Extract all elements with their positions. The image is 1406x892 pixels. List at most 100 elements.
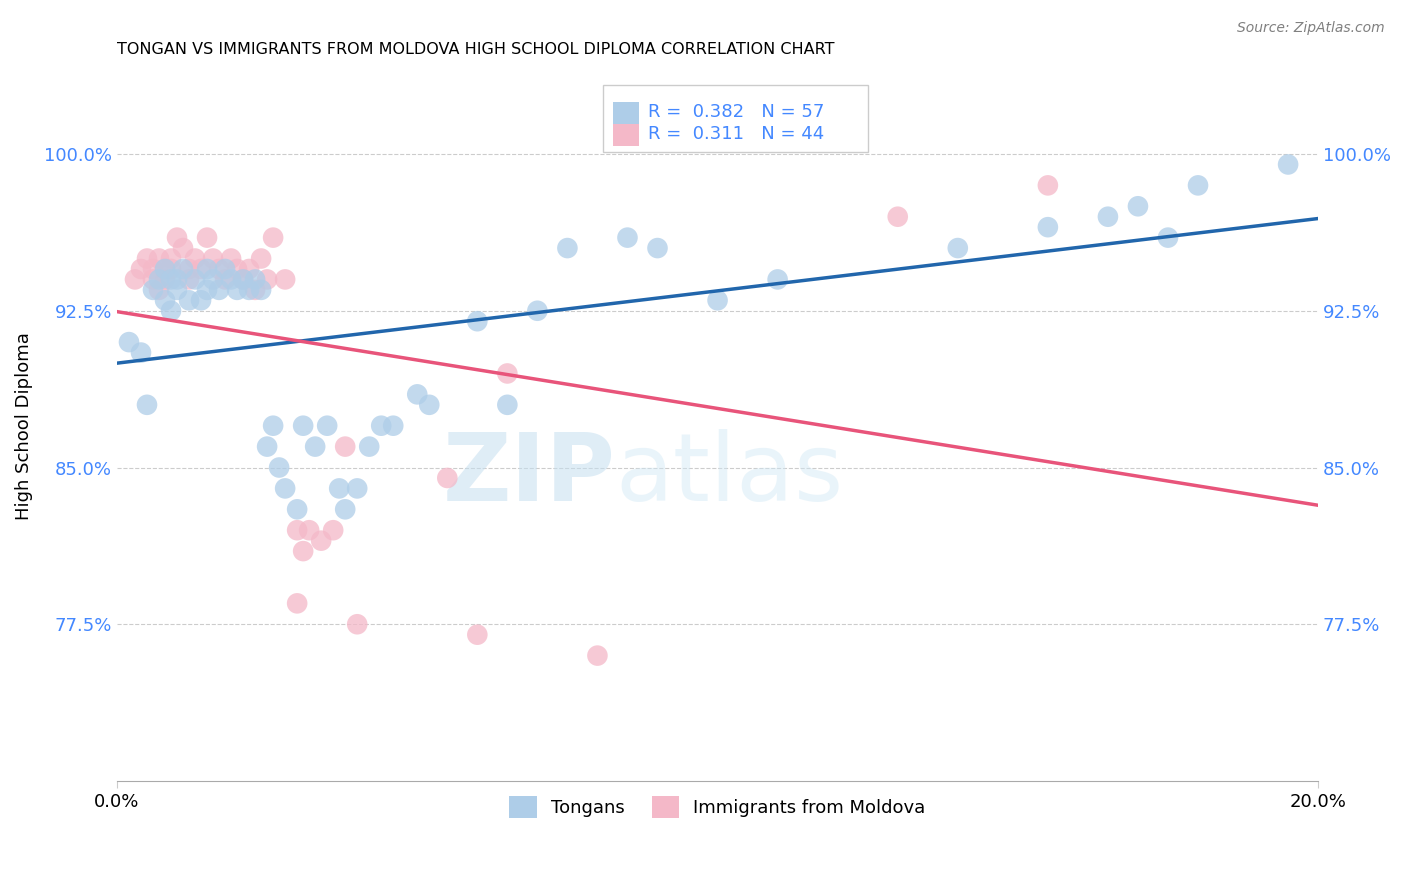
Point (129, 262, 152, 277)
Point (118, 335, 141, 350)
Point (946, 241, 969, 255)
Point (243, 283, 266, 297)
Point (269, 460, 291, 475)
Point (232, 272, 254, 286)
Point (382, 418, 405, 433)
Point (316, 418, 339, 433)
Point (418, 398, 440, 412)
Point (406, 387, 429, 401)
Point (153, 293, 176, 308)
Point (195, 283, 218, 297)
Point (1126, 199, 1149, 213)
Point (166, 230, 188, 244)
Point (304, 440, 326, 454)
Y-axis label: High School Diploma: High School Diploma (15, 332, 32, 520)
Point (219, 252, 242, 266)
Point (292, 418, 315, 433)
Point (346, 617, 368, 632)
Point (136, 398, 159, 412)
Point (190, 262, 212, 277)
Point (886, 210, 908, 224)
Point (238, 283, 260, 297)
Point (328, 482, 350, 496)
Point (172, 241, 194, 255)
Point (262, 418, 284, 433)
Point (160, 303, 183, 318)
Point (166, 272, 188, 286)
Point (172, 262, 194, 277)
Point (557, 241, 579, 255)
Point (322, 523, 344, 537)
Point (274, 482, 297, 496)
Text: R =  0.382   N = 57: R = 0.382 N = 57 (648, 103, 824, 121)
Point (309, 533, 332, 548)
Point (195, 230, 218, 244)
Point (160, 272, 183, 286)
Point (335, 440, 357, 454)
Point (219, 272, 242, 286)
Bar (613, 123, 640, 146)
Point (436, 471, 458, 485)
Point (766, 272, 789, 286)
Point (706, 293, 728, 308)
Point (226, 262, 249, 277)
Point (285, 523, 308, 537)
Point (647, 241, 669, 255)
Point (153, 262, 176, 277)
Point (153, 262, 176, 277)
Point (526, 303, 548, 318)
Point (586, 648, 609, 663)
Text: atlas: atlas (616, 429, 844, 522)
Point (250, 283, 273, 297)
Text: Source: ZipAtlas.com: Source: ZipAtlas.com (1237, 21, 1385, 35)
Point (202, 252, 225, 266)
Point (359, 440, 381, 454)
Point (166, 283, 188, 297)
Point (148, 272, 170, 286)
Text: ZIP: ZIP (443, 429, 616, 522)
Point (142, 283, 165, 297)
Point (465, 314, 488, 328)
Point (292, 544, 315, 558)
Point (256, 272, 278, 286)
Point (226, 283, 249, 297)
Point (148, 252, 170, 266)
Point (496, 398, 519, 412)
Point (177, 262, 200, 277)
Point (153, 272, 176, 286)
Point (262, 230, 284, 244)
Point (496, 367, 519, 381)
Point (160, 252, 183, 266)
Point (202, 272, 225, 286)
Point (346, 482, 368, 496)
Point (142, 272, 165, 286)
Point (129, 345, 152, 359)
Point (160, 262, 183, 277)
Point (465, 628, 488, 642)
Point (616, 230, 638, 244)
Legend: Tongans, Immigrants from Moldova: Tongans, Immigrants from Moldova (502, 789, 932, 825)
Point (214, 272, 236, 286)
Point (256, 440, 278, 454)
Point (335, 502, 357, 516)
Point (238, 262, 260, 277)
Point (298, 523, 321, 537)
Point (208, 283, 231, 297)
Point (1187, 178, 1209, 193)
Bar (603, 85, 868, 153)
Point (177, 293, 200, 308)
Point (232, 272, 254, 286)
Point (274, 272, 297, 286)
Point (184, 252, 207, 266)
Point (190, 293, 212, 308)
Point (136, 252, 159, 266)
Point (285, 596, 308, 610)
Point (184, 272, 207, 286)
Point (370, 418, 392, 433)
Point (1157, 230, 1180, 244)
Point (195, 262, 218, 277)
Point (214, 262, 236, 277)
Point (1036, 178, 1059, 193)
Point (1097, 210, 1119, 224)
Text: TONGAN VS IMMIGRANTS FROM MOLDOVA HIGH SCHOOL DIPLOMA CORRELATION CHART: TONGAN VS IMMIGRANTS FROM MOLDOVA HIGH S… (117, 42, 835, 57)
